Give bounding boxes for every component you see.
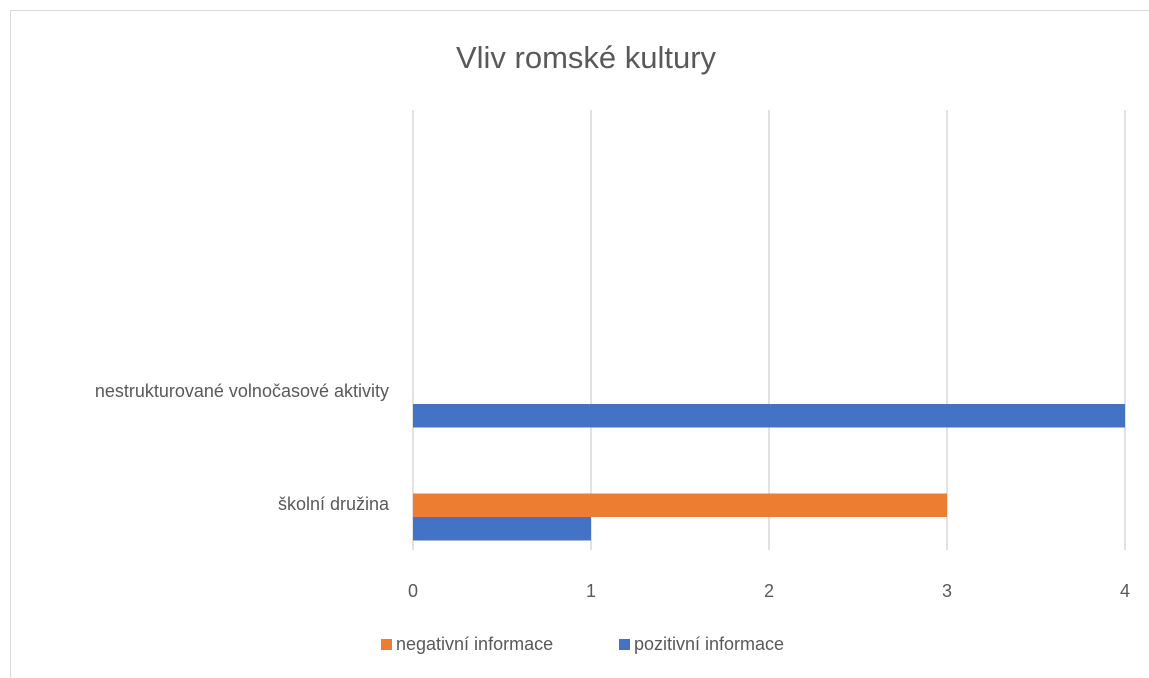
x-tick-label: 1 xyxy=(586,581,596,601)
chart-title: Vliv romské kultury xyxy=(456,40,717,75)
x-tick-label: 4 xyxy=(1120,581,1130,601)
legend-label: negativní informace xyxy=(396,634,553,654)
legend-label: pozitivní informace xyxy=(634,634,784,654)
legend-swatch xyxy=(619,639,630,650)
y-tick-label: školní družina xyxy=(278,494,390,514)
y-tick-label: nestrukturované volnočasové aktivity xyxy=(95,381,389,401)
legend-swatch xyxy=(381,639,392,650)
x-tick-label: 0 xyxy=(408,581,418,601)
x-tick-label: 2 xyxy=(764,581,774,601)
bar xyxy=(413,493,947,517)
x-tick-label: 3 xyxy=(942,581,952,601)
bar xyxy=(413,404,1125,428)
chart-border xyxy=(10,10,1149,678)
bar xyxy=(413,517,591,541)
